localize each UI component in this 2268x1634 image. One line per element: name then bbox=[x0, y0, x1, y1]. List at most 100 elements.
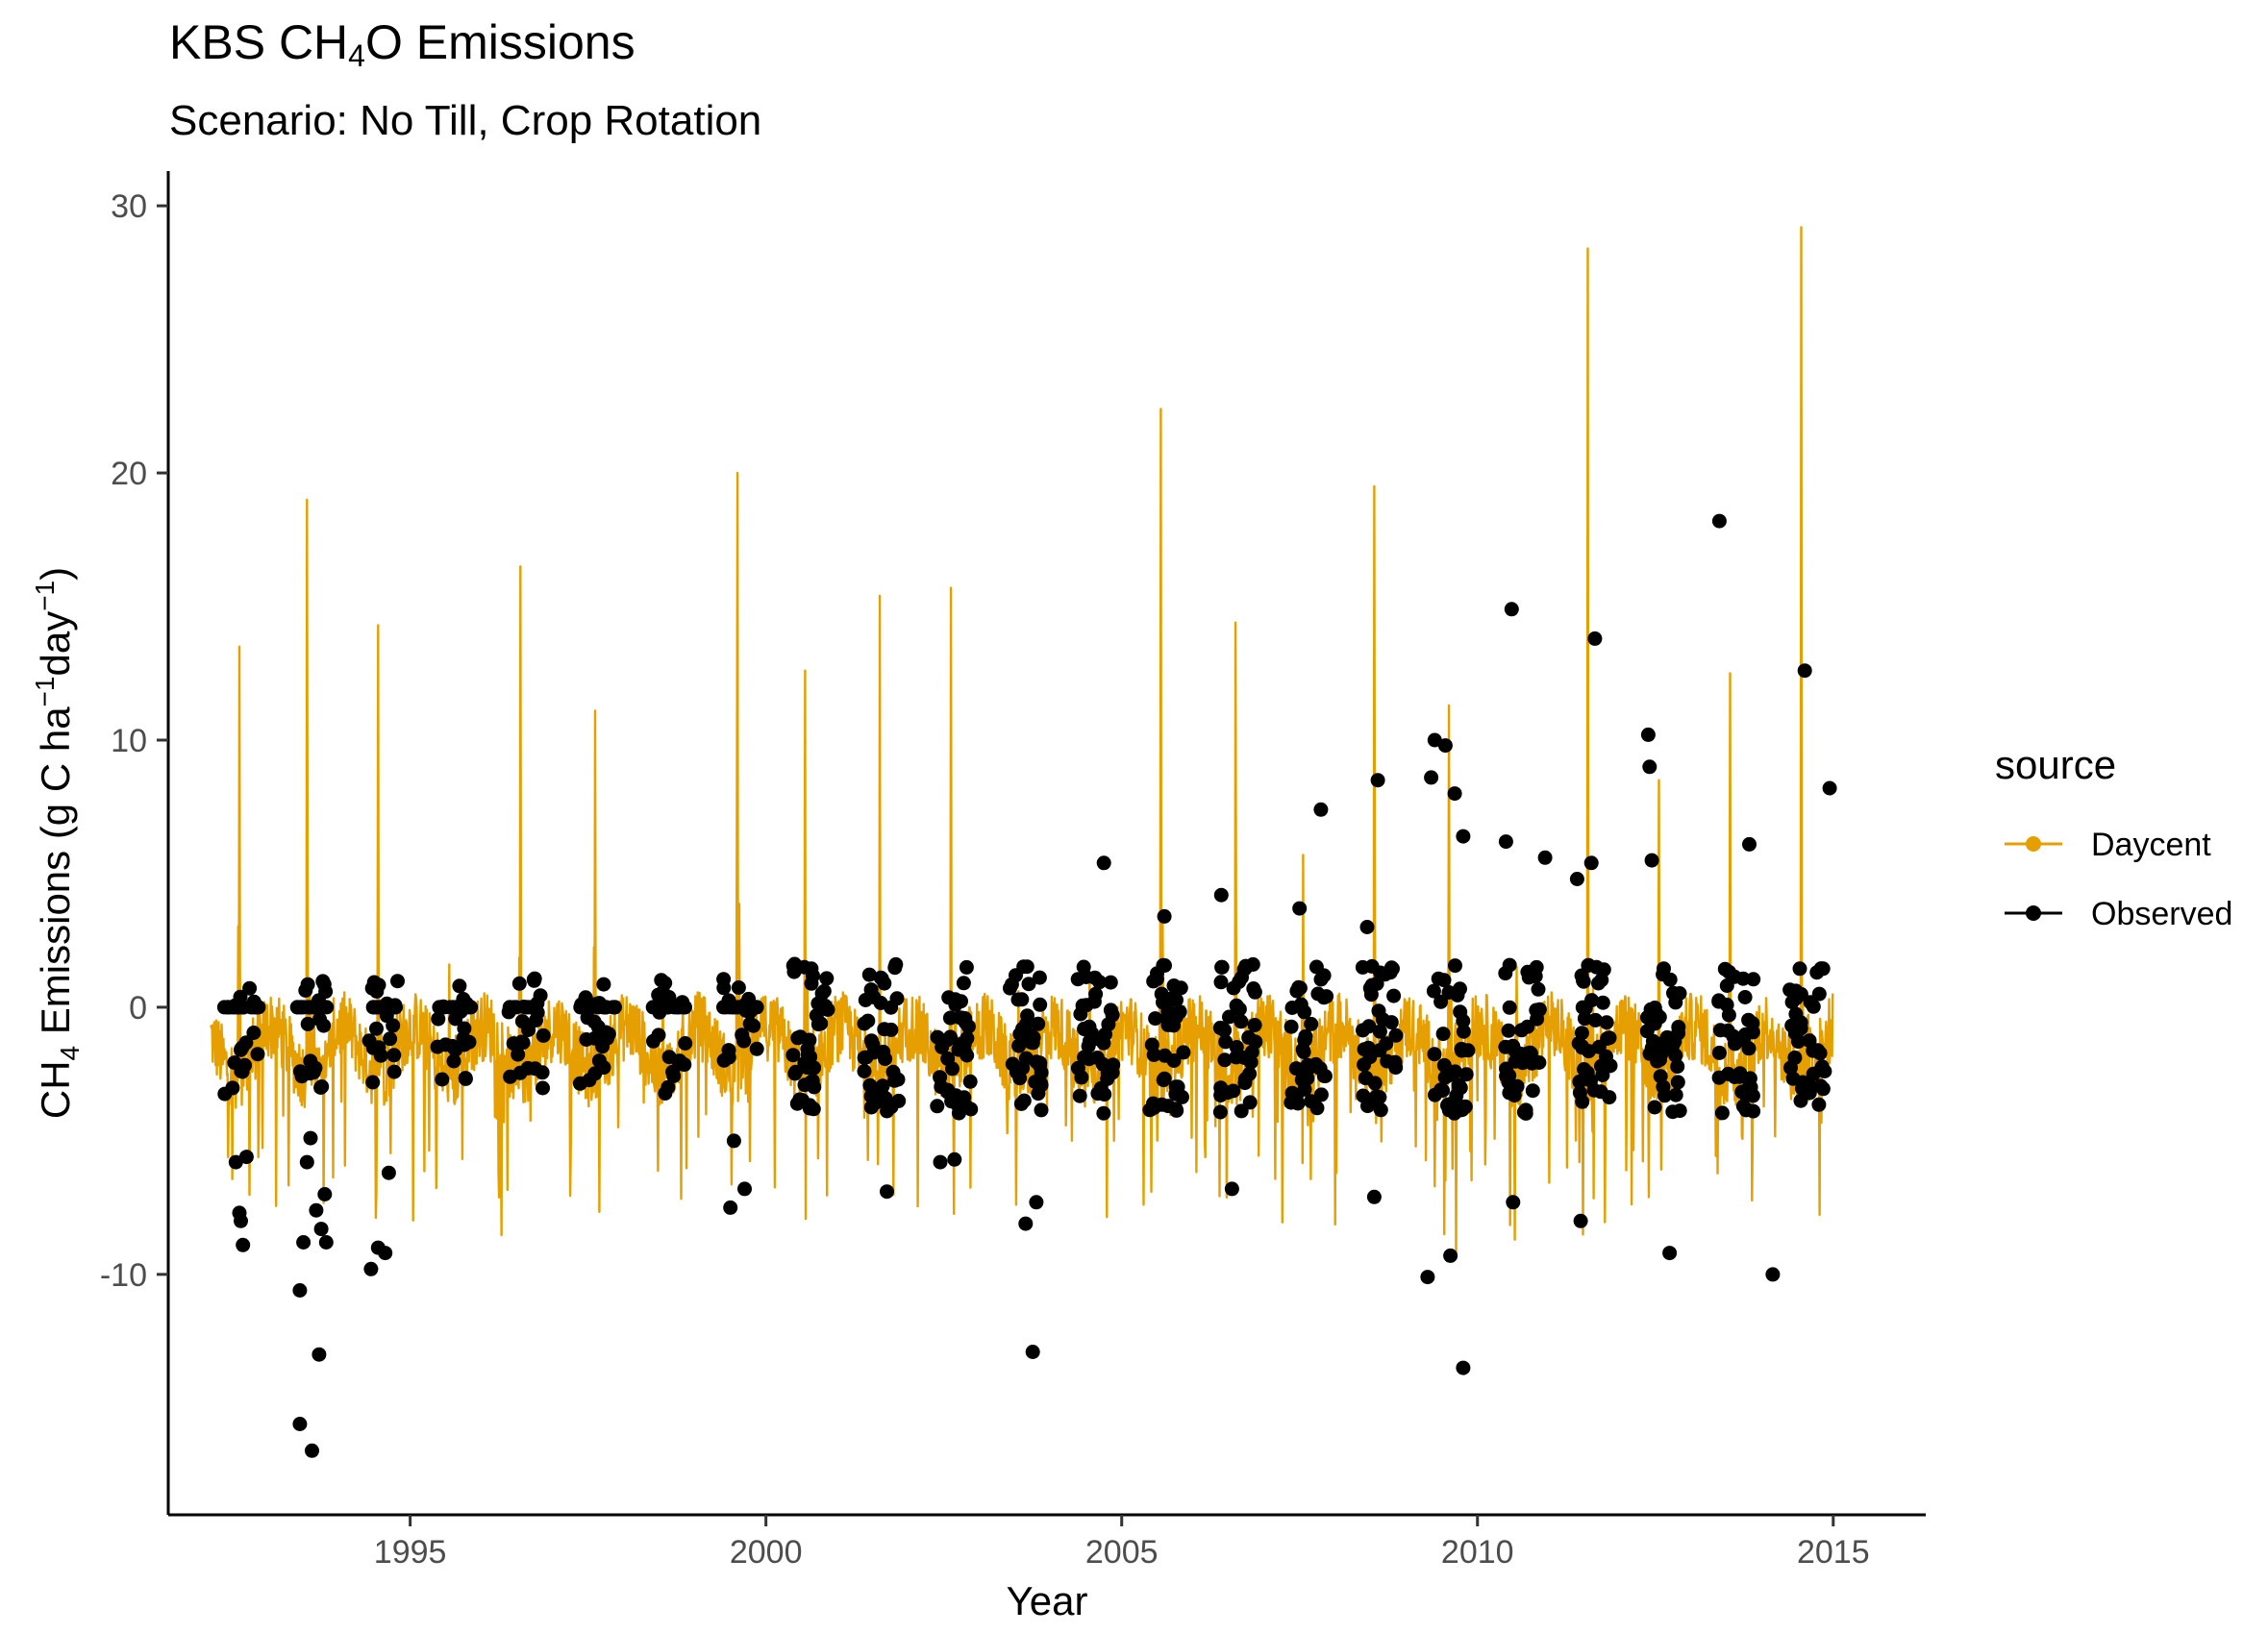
observed-point bbox=[299, 1066, 313, 1080]
observed-point bbox=[386, 1064, 402, 1079]
observed-point bbox=[1176, 1045, 1191, 1060]
observed-point bbox=[1284, 1019, 1299, 1034]
x-axis-ticks: 1995 2000 2005 2010 2015 bbox=[374, 1515, 1870, 1571]
observed-point bbox=[1074, 1070, 1089, 1085]
observed-point bbox=[1375, 1012, 1390, 1027]
observed-point bbox=[436, 1000, 452, 1015]
observed-point bbox=[1514, 1023, 1530, 1038]
observed-point bbox=[236, 1237, 251, 1252]
observed-point bbox=[312, 1347, 327, 1362]
observed-point bbox=[1025, 1345, 1040, 1359]
observed-point bbox=[1501, 1023, 1516, 1038]
legend: source Daycent Observed bbox=[1995, 742, 2232, 932]
observed-point bbox=[390, 974, 405, 989]
observed-point bbox=[1599, 1015, 1614, 1030]
observed-point bbox=[1105, 1007, 1120, 1023]
observed-point bbox=[956, 976, 971, 991]
observed-point bbox=[459, 996, 474, 1011]
observed-point bbox=[658, 1086, 673, 1101]
observed-point bbox=[797, 1077, 812, 1093]
observed-point bbox=[876, 1044, 891, 1059]
observed-point bbox=[1600, 1031, 1615, 1046]
observed-point bbox=[1518, 1105, 1533, 1121]
observed-point bbox=[236, 1000, 251, 1015]
observed-point bbox=[1237, 1076, 1253, 1091]
observed-point bbox=[383, 1031, 398, 1047]
observed-point bbox=[506, 1036, 521, 1052]
observed-point bbox=[930, 1099, 945, 1114]
observed-point bbox=[810, 996, 826, 1011]
observed-point bbox=[1792, 961, 1807, 977]
observed-point bbox=[1802, 1085, 1817, 1101]
observed-point bbox=[951, 1042, 966, 1057]
observed-point bbox=[1793, 1021, 1808, 1036]
observed-point bbox=[1720, 1023, 1735, 1038]
y-title-superscript-1: −1 bbox=[30, 677, 60, 707]
observed-point bbox=[1437, 738, 1453, 754]
observed-point bbox=[806, 1102, 821, 1117]
observed-point bbox=[1157, 908, 1172, 924]
observed-point bbox=[305, 1443, 319, 1458]
y-title-tail: Emissions (g C ha bbox=[33, 706, 78, 1046]
observed-point bbox=[785, 958, 801, 974]
observed-point bbox=[933, 1070, 948, 1085]
observed-point bbox=[1212, 1020, 1228, 1035]
observed-point bbox=[216, 1000, 232, 1015]
observed-point bbox=[1646, 1037, 1661, 1052]
observed-point bbox=[677, 1057, 692, 1073]
observed-point bbox=[1289, 983, 1305, 999]
observed-point bbox=[363, 1261, 379, 1276]
y-axis-ticks: -10 0 10 20 30 bbox=[100, 188, 168, 1294]
observed-point bbox=[1076, 959, 1091, 975]
observed-point bbox=[789, 1096, 805, 1111]
observed-point bbox=[788, 1064, 804, 1079]
y-title-subscript: 4 bbox=[55, 1046, 85, 1061]
legend-key-observed-point bbox=[2026, 905, 2041, 921]
observed-point bbox=[1238, 958, 1254, 974]
observed-point bbox=[877, 1022, 892, 1037]
title-tail: O Emissions bbox=[364, 15, 636, 69]
observed-point bbox=[1364, 958, 1380, 974]
observed-point bbox=[1742, 836, 1757, 852]
observed-point bbox=[1448, 958, 1462, 974]
observed-point bbox=[1501, 1075, 1516, 1090]
observed-point bbox=[746, 1018, 761, 1033]
observed-point bbox=[1587, 631, 1603, 646]
observed-point bbox=[238, 1150, 254, 1165]
observed-point bbox=[378, 1246, 393, 1261]
observed-point bbox=[317, 1187, 333, 1201]
y-tick-label-30: 30 bbox=[111, 188, 147, 225]
observed-point bbox=[666, 1000, 682, 1015]
observed-point bbox=[234, 1213, 248, 1228]
observed-point bbox=[309, 1202, 324, 1218]
y-tick-label--10: -10 bbox=[100, 1257, 147, 1294]
observed-point bbox=[1738, 1102, 1754, 1117]
observed-point bbox=[452, 978, 467, 994]
observed-point bbox=[749, 1041, 764, 1056]
observed-point bbox=[1244, 1045, 1259, 1060]
observed-point bbox=[1529, 959, 1544, 975]
observed-point bbox=[250, 1047, 265, 1062]
observed-point bbox=[861, 967, 877, 982]
observed-point bbox=[1213, 887, 1229, 903]
observed-point bbox=[1386, 988, 1402, 1003]
observed-point bbox=[1596, 1057, 1610, 1073]
y-tick-label-20: 20 bbox=[111, 456, 147, 492]
observed-point bbox=[940, 1032, 955, 1048]
observed-point bbox=[731, 980, 746, 995]
observed-point bbox=[1029, 1195, 1044, 1210]
observed-point bbox=[1656, 967, 1671, 982]
observed-point bbox=[386, 1048, 402, 1063]
observed-point bbox=[1357, 1057, 1372, 1073]
observed-point bbox=[1073, 1006, 1088, 1022]
observed-point bbox=[857, 1064, 872, 1078]
observed-point bbox=[1213, 975, 1229, 990]
observed-point bbox=[1576, 974, 1591, 989]
observed-point bbox=[716, 980, 732, 996]
observed-point bbox=[645, 1000, 660, 1015]
observed-point bbox=[1711, 513, 1727, 529]
observed-point bbox=[299, 1154, 314, 1170]
observed-point bbox=[721, 1050, 736, 1065]
observed-point bbox=[1435, 1027, 1451, 1042]
